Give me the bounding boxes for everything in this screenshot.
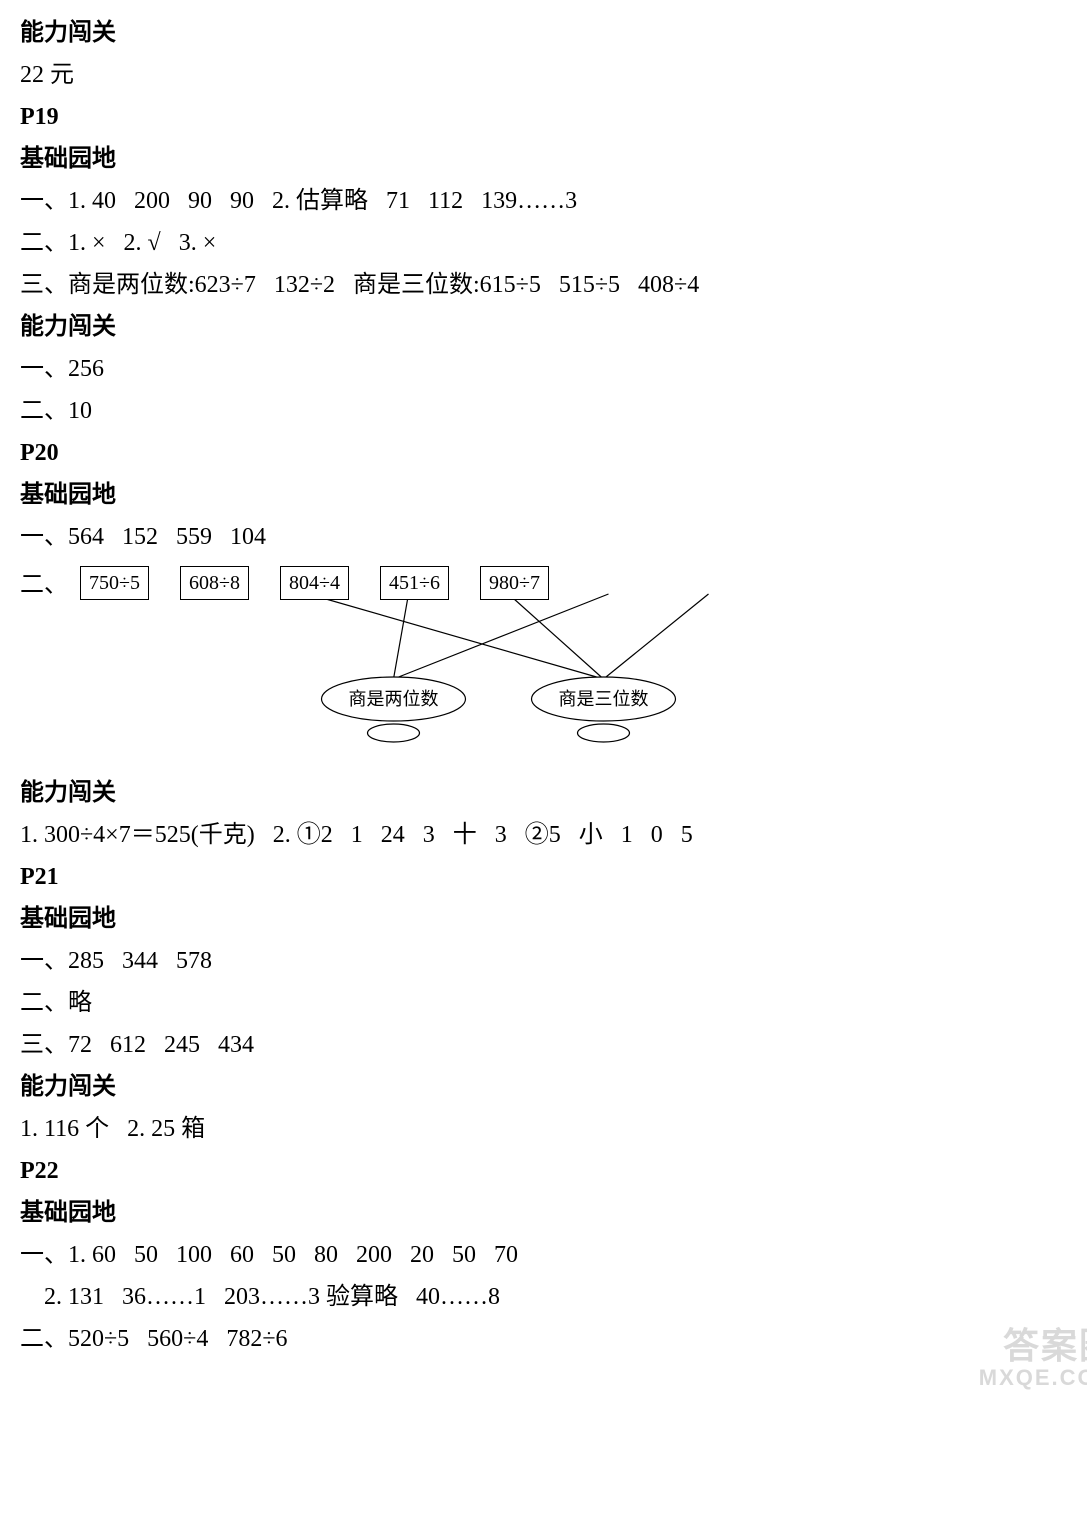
page-ref: P21	[20, 856, 1087, 898]
text-line: 一、1. 40 200 90 90 2. 估算略 71 112 139……3	[20, 180, 1087, 222]
section-heading: 能力闯关	[20, 12, 1087, 54]
page-ref: P19	[20, 96, 1087, 138]
text-line: 一、1. 60 50 100 60 50 80 200 20 50 70	[20, 1234, 1087, 1276]
section-heading: 基础园地	[20, 1192, 1087, 1234]
diagram-box: 804÷4	[280, 566, 349, 600]
diagram-prefix: 二、	[20, 564, 68, 606]
watermark-line2: MXQE.COM	[979, 1366, 1087, 1390]
section-heading: 能力闯关	[20, 772, 1087, 814]
section-heading: 能力闯关	[20, 1066, 1087, 1108]
text-line: 一、564 152 559 104	[20, 516, 1087, 558]
section-heading: 基础园地	[20, 138, 1087, 180]
text-line: 2. 131 36……1 203……3 验算略 40……8	[20, 1276, 1087, 1318]
text-line: 二、520÷5 560÷4 782÷6	[20, 1318, 1087, 1360]
text-line: 三、72 612 245 434	[20, 1024, 1087, 1066]
watermark: 答案圈 MXQE.COM	[979, 1326, 1087, 1390]
text-line: 22 元	[20, 54, 1087, 96]
text-line: 一、285 344 578	[20, 940, 1087, 982]
diagram-box: 451÷6	[380, 566, 449, 600]
text-line: 三、商是两位数:623÷7 132÷2 商是三位数:615÷5 515÷5 40…	[20, 264, 1087, 306]
svg-text:商是三位数: 商是三位数	[559, 689, 649, 709]
watermark-line1: 答案圈	[979, 1326, 1087, 1366]
section-heading: 基础园地	[20, 474, 1087, 516]
text-line: 二、1. × 2. √ 3. ×	[20, 222, 1087, 264]
text-line: 二、10	[20, 390, 1087, 432]
text-line: 二、略	[20, 982, 1087, 1024]
diagram-box: 608÷8	[180, 566, 249, 600]
text-line: 一、256	[20, 348, 1087, 390]
diagram-box: 750÷5	[80, 566, 149, 600]
section-heading: 基础园地	[20, 898, 1087, 940]
diagram-box: 980÷7	[480, 566, 549, 600]
section-heading: 能力闯关	[20, 306, 1087, 348]
svg-text:商是两位数: 商是两位数	[349, 689, 439, 709]
matching-diagram: 二、 商是两位数 商是三位数 750÷5 608÷8 804÷4 451÷6 980÷7	[20, 564, 1087, 764]
text-line: 1. 116 个 2. 25 箱	[20, 1108, 1087, 1150]
page-ref: P22	[20, 1150, 1087, 1192]
text-line: 1. 300÷4×7＝525(千克) 2. ①2 1 24 3 十 3 ②5 小…	[20, 814, 1087, 856]
page-ref: P20	[20, 432, 1087, 474]
